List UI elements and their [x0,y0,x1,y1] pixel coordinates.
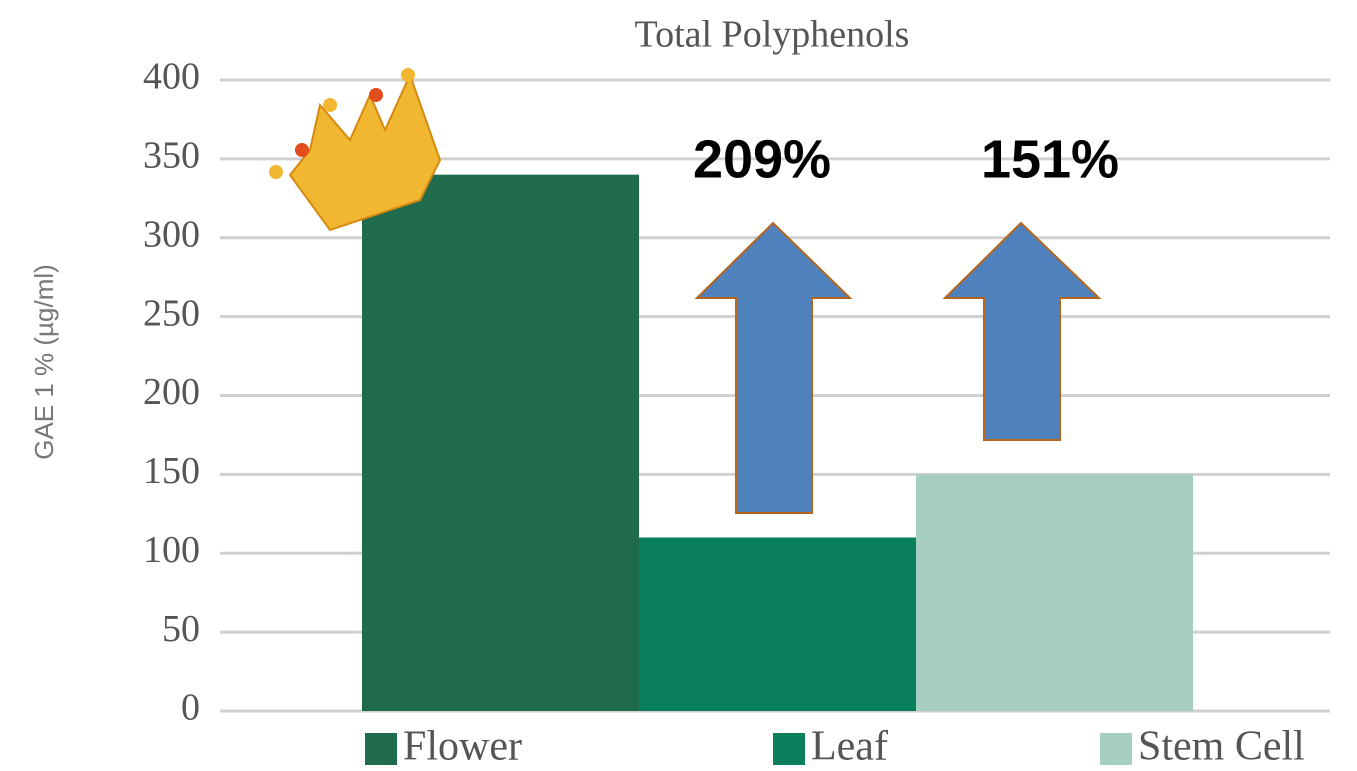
y-tick-label: 250 [143,292,200,334]
crown-part [295,143,309,157]
arrows [694,221,1102,514]
crown-part [288,72,442,232]
y-tick-label: 100 [143,529,200,571]
bar [916,474,1193,711]
legend-swatch [365,733,397,765]
legend-label: Flower [403,724,522,770]
legend-swatch [773,733,805,765]
y-tick-label: 200 [143,371,200,413]
crown-part [401,68,415,82]
y-axis-label: GAE 1 % (µg/ml) [29,264,59,460]
bar [639,537,916,711]
crown-part [269,165,283,179]
y-tick-label: 0 [181,687,200,729]
annotation: 209% [693,129,831,189]
legend-label: Leaf [811,724,888,770]
y-tick-label: 150 [143,450,200,492]
crown-part [323,98,337,112]
chart-title: Total Polyphenols [635,14,910,56]
bar [362,174,639,711]
y-tick-label: 350 [143,135,200,177]
y-tick-label: 300 [143,213,200,255]
arrow [694,221,853,514]
arrow [942,221,1102,441]
y-tick-label: 400 [143,56,200,98]
crown [269,68,442,232]
annotation: 151% [981,129,1119,189]
legend-swatch [1100,733,1132,765]
crown-part [369,88,383,102]
legend-label: Stem Cell [1138,724,1305,770]
y-tick-label: 50 [162,608,200,650]
